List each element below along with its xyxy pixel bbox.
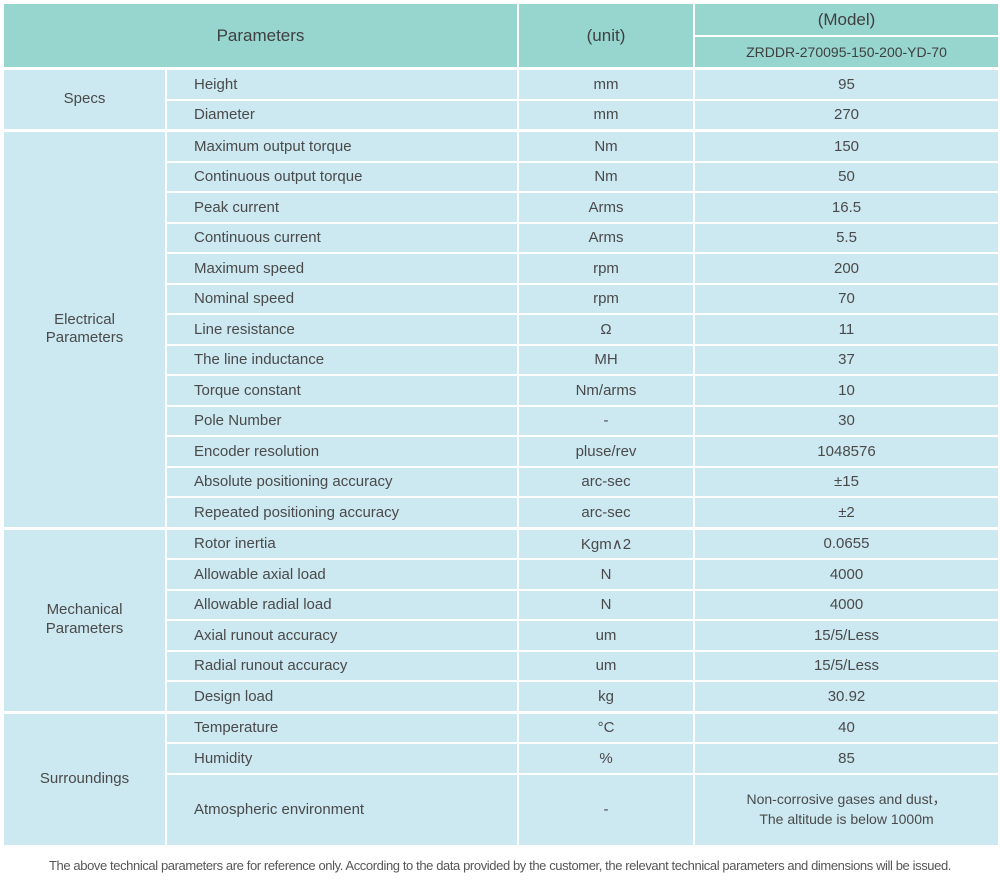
group-label-mechanical: Mechanical Parameters <box>4 529 165 711</box>
param-unit: Kgm∧2 <box>519 529 693 558</box>
param-name: Axial runout accuracy <box>167 621 517 650</box>
param-value: 30.92 <box>695 682 998 711</box>
param-value: 0.0655 <box>695 529 998 558</box>
param-unit: MH <box>519 345 693 374</box>
table-header: Parameters (unit) (Model) ZRDDR-270095-1… <box>4 4 998 67</box>
section-mechanical-parameters: Mechanical Parameters Rotor inertia Kgm∧… <box>4 529 998 711</box>
param-value: 270 <box>695 100 998 129</box>
model-header: (Model) <box>695 4 998 35</box>
param-name: Allowable radial load <box>167 590 517 619</box>
param-name: Allowable axial load <box>167 560 517 589</box>
param-name: Peak current <box>167 193 517 222</box>
param-unit: Arms <box>519 223 693 252</box>
group-label-text: Mechanical Parameters <box>45 601 124 637</box>
group-label-text: Surroundings <box>39 769 130 787</box>
param-unit: rpm <box>519 254 693 283</box>
section-electrical-parameters: Electrical Parameters Maximum output tor… <box>4 132 998 527</box>
param-unit: Ω <box>519 315 693 344</box>
param-name: Encoder resolution <box>167 437 517 466</box>
section-specs: Specs Height mm 95 Diameter mm 270 <box>4 70 998 129</box>
param-value: 16.5 <box>695 193 998 222</box>
param-name: Diameter <box>167 100 517 129</box>
param-value: 5.5 <box>695 223 998 252</box>
unit-header: (unit) <box>519 4 693 67</box>
param-name: Humidity <box>167 744 517 773</box>
param-unit: N <box>519 560 693 589</box>
param-name: Maximum speed <box>167 254 517 283</box>
param-unit: Nm <box>519 162 693 191</box>
param-unit: arc-sec <box>519 498 693 527</box>
param-unit: - <box>519 406 693 435</box>
group-label-electrical: Electrical Parameters <box>4 132 165 527</box>
param-unit: mm <box>519 70 693 99</box>
param-value: 37 <box>695 345 998 374</box>
group-label-text: Electrical Parameters <box>45 310 124 347</box>
param-name: Maximum output torque <box>167 132 517 161</box>
param-value: 11 <box>695 315 998 344</box>
group-label-specs: Specs <box>4 70 165 129</box>
param-value: 200 <box>695 254 998 283</box>
model-number: ZRDDR-270095-150-200-YD-70 <box>695 37 998 67</box>
param-name: Nominal speed <box>167 284 517 313</box>
param-value: 4000 <box>695 590 998 619</box>
param-value: 50 <box>695 162 998 191</box>
param-unit: rpm <box>519 284 693 313</box>
param-name: Height <box>167 70 517 99</box>
param-unit: N <box>519 590 693 619</box>
param-name: Repeated positioning accuracy <box>167 498 517 527</box>
param-name: Line resistance <box>167 315 517 344</box>
param-value: 10 <box>695 376 998 405</box>
footer-note: The above technical parameters are for r… <box>49 857 951 873</box>
param-value: ±15 <box>695 467 998 496</box>
param-name: Rotor inertia <box>167 529 517 558</box>
param-value: 4000 <box>695 560 998 589</box>
param-unit: °C <box>519 713 693 742</box>
group-label-text: Specs <box>63 90 106 108</box>
param-name: Radial runout accuracy <box>167 651 517 680</box>
param-value: Non-corrosive gases and dust， The altitu… <box>695 774 998 845</box>
param-unit: kg <box>519 682 693 711</box>
param-unit: Nm <box>519 132 693 161</box>
param-value: 30 <box>695 406 998 435</box>
param-name: The line inductance <box>167 345 517 374</box>
param-name: Temperature <box>167 713 517 742</box>
param-value: 95 <box>695 70 998 99</box>
param-name: Design load <box>167 682 517 711</box>
param-unit: - <box>519 774 693 845</box>
group-label-surroundings: Surroundings <box>4 713 165 845</box>
atmospheric-value-line1: Non-corrosive gases and dust， <box>746 790 947 807</box>
param-unit: Nm/arms <box>519 376 693 405</box>
param-unit: % <box>519 744 693 773</box>
param-name: Torque constant <box>167 376 517 405</box>
param-name: Pole Number <box>167 406 517 435</box>
param-name: Continuous output torque <box>167 162 517 191</box>
param-unit: arc-sec <box>519 467 693 496</box>
param-value: 40 <box>695 713 998 742</box>
param-unit: pluse/rev <box>519 437 693 466</box>
param-unit: mm <box>519 100 693 129</box>
section-surroundings: Surroundings Temperature °C 40 Humidity … <box>4 713 998 845</box>
param-name: Absolute positioning accuracy <box>167 467 517 496</box>
param-unit: Arms <box>519 193 693 222</box>
atmospheric-value-line2: The altitude is below 1000m <box>759 810 934 827</box>
param-value: ±2 <box>695 498 998 527</box>
param-value: 85 <box>695 744 998 773</box>
param-name: Atmospheric environment <box>167 774 517 845</box>
param-name: Continuous current <box>167 223 517 252</box>
param-unit: um <box>519 651 693 680</box>
param-value: 1048576 <box>695 437 998 466</box>
parameters-header: Parameters <box>4 4 517 67</box>
param-value: 70 <box>695 284 998 313</box>
param-value: 150 <box>695 132 998 161</box>
param-value: 15/5/Less <box>695 651 998 680</box>
param-value: 15/5/Less <box>695 621 998 650</box>
param-unit: um <box>519 621 693 650</box>
